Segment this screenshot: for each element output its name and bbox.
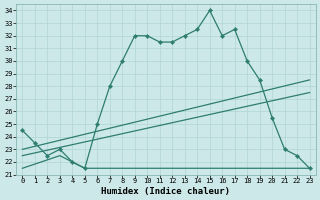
X-axis label: Humidex (Indice chaleur): Humidex (Indice chaleur) — [101, 187, 230, 196]
